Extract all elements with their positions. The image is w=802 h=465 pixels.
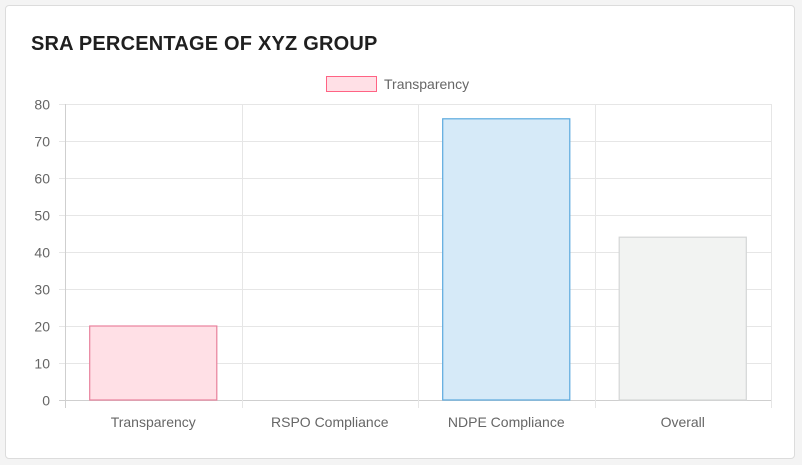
legend-label[interactable]: Transparency (384, 76, 469, 92)
y-tick-label: 40 (34, 245, 50, 261)
bar-transparency[interactable] (89, 325, 218, 401)
y-tick-label: 50 (34, 208, 50, 224)
y-tick-label: 10 (34, 356, 50, 372)
y-tick-label: 20 (34, 319, 50, 335)
bar-ndpe-compliance[interactable] (442, 118, 571, 401)
x-tick-label: RSPO Compliance (271, 414, 389, 430)
bars (89, 118, 747, 401)
bar-overall[interactable] (618, 236, 747, 401)
y-tick-label: 70 (34, 134, 50, 150)
x-tick-label: Transparency (111, 414, 196, 430)
y-tick-label: 60 (34, 171, 50, 187)
x-tick-label: NDPE Compliance (448, 414, 565, 430)
x-axis: Transparency RSPO Compliance NDPE Complian… (111, 414, 705, 430)
y-tick-label: 0 (42, 393, 50, 409)
chart-title: SRA PERCENTAGE OF XYZ GROUP (31, 33, 378, 55)
y-tick-label: 30 (34, 282, 50, 298)
legend[interactable]: Transparency (326, 76, 470, 92)
x-tick-label: Overall (661, 414, 705, 430)
y-tick-label: 80 (34, 97, 50, 113)
y-axis: 0 10 20 30 40 50 60 70 80 (34, 97, 50, 409)
legend-swatch[interactable] (326, 76, 377, 92)
